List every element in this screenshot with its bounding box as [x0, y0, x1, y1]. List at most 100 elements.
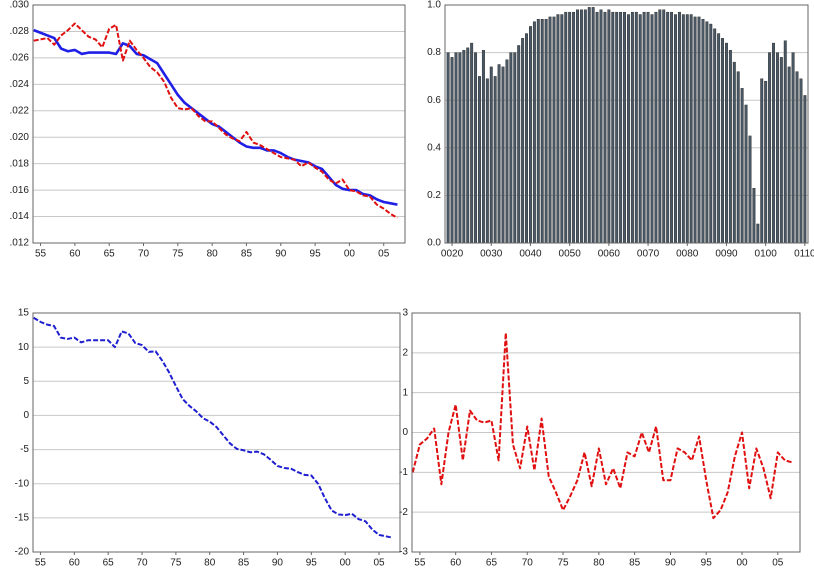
- bar: [775, 52, 779, 244]
- bar: [544, 19, 548, 244]
- plot-frame: [32, 4, 406, 244]
- x-tick-label: 65: [103, 558, 115, 569]
- bar: [458, 52, 462, 244]
- x-tick-label: 70: [136, 558, 148, 569]
- y-tick-label: .026: [10, 53, 30, 64]
- bar: [728, 50, 732, 244]
- x-tick-label: 05: [373, 558, 385, 569]
- bar: [768, 52, 772, 244]
- bar: [548, 16, 552, 244]
- bar: [674, 14, 677, 244]
- bar: [450, 57, 454, 244]
- x-tick-label: 70: [138, 249, 150, 260]
- x-tick-label: 0020: [441, 249, 464, 260]
- bar: [595, 11, 599, 244]
- bar: [764, 80, 768, 244]
- bar: [681, 14, 685, 244]
- bar: [799, 78, 803, 244]
- y-tick-label: -10: [15, 478, 30, 489]
- x-tick-label: 80: [204, 558, 216, 569]
- x-tick-label: 80: [207, 249, 219, 260]
- x-tick-label: 0110: [794, 249, 814, 260]
- x-tick-label: 00: [344, 249, 356, 260]
- bar: [685, 14, 689, 244]
- x-tick-label: 85: [238, 558, 250, 569]
- bar: [454, 52, 458, 244]
- bar: [462, 50, 466, 244]
- bar: [489, 66, 493, 244]
- x-tick-label: 05: [378, 249, 390, 260]
- bar: [509, 52, 513, 244]
- x-tick-label: 75: [172, 249, 184, 260]
- y-tick-label: .016: [10, 185, 30, 196]
- bar: [744, 104, 748, 244]
- x-tick-label: 05: [772, 558, 784, 569]
- bar: [717, 33, 721, 244]
- y-tick-label: 0.0: [427, 238, 441, 249]
- bar: [705, 21, 709, 244]
- bar: [505, 59, 509, 244]
- bar: [611, 11, 615, 244]
- bar: [599, 9, 603, 244]
- bar: [791, 52, 795, 244]
- bar: [756, 223, 760, 244]
- bar: [693, 16, 697, 244]
- x-tick-label: 60: [69, 558, 81, 569]
- y-tick-label: -1: [399, 467, 408, 478]
- bar: [642, 11, 646, 244]
- y-tick-label: 0.6: [427, 95, 441, 106]
- y-tick-label: 0.8: [427, 47, 441, 58]
- x-tick-label: 80: [593, 558, 605, 569]
- bar: [529, 26, 532, 244]
- bar: [446, 52, 450, 244]
- bar: [787, 66, 791, 244]
- y-tick-label: .028: [10, 26, 30, 37]
- bar: [638, 14, 642, 244]
- bar: [493, 76, 497, 244]
- bar: [497, 64, 501, 244]
- y-tick-label: .020: [10, 132, 30, 143]
- y-tick-label: 0: [23, 410, 29, 421]
- bar: [627, 14, 630, 244]
- bar: [634, 11, 638, 244]
- x-tick-label: 75: [170, 558, 182, 569]
- x-tick-label: 95: [306, 558, 318, 569]
- x-tick-label: 0060: [598, 249, 621, 260]
- plot-frame: [32, 312, 401, 553]
- bar: [532, 21, 536, 244]
- y-tick-label: -2: [399, 507, 408, 518]
- bar: [485, 78, 489, 244]
- x-tick-label: 65: [486, 558, 498, 569]
- x-tick-label: 65: [104, 249, 116, 260]
- bar: [795, 71, 799, 244]
- x-tick-label: 60: [69, 249, 81, 260]
- bar: [536, 19, 540, 244]
- y-tick-label: 0.2: [427, 190, 441, 201]
- bar: [713, 28, 717, 244]
- bar: [654, 11, 658, 244]
- bar: [666, 11, 670, 244]
- x-tick-label: 0090: [715, 249, 738, 260]
- bar: [748, 135, 752, 244]
- bar: [481, 50, 485, 244]
- bar: [556, 14, 560, 244]
- bar: [478, 76, 481, 244]
- line-series: [411, 331, 793, 520]
- x-tick-label: 00: [736, 558, 748, 569]
- y-tick-label: .018: [10, 158, 30, 169]
- bar: [732, 61, 736, 244]
- x-tick-label: 55: [35, 249, 47, 260]
- x-tick-label: 0080: [676, 249, 699, 260]
- x-tick-label: 60: [450, 558, 462, 569]
- bar: [521, 38, 525, 244]
- bar: [646, 11, 650, 244]
- plot-frame: [411, 312, 801, 553]
- y-tick-label: 2: [402, 347, 408, 358]
- y-tick-label: -20: [15, 547, 30, 558]
- x-tick-label: 95: [701, 558, 713, 569]
- bar: [803, 95, 807, 244]
- y-tick-label: 15: [18, 308, 30, 319]
- bar: [677, 11, 681, 244]
- bar: [474, 52, 478, 244]
- x-tick-label: 0030: [480, 249, 503, 260]
